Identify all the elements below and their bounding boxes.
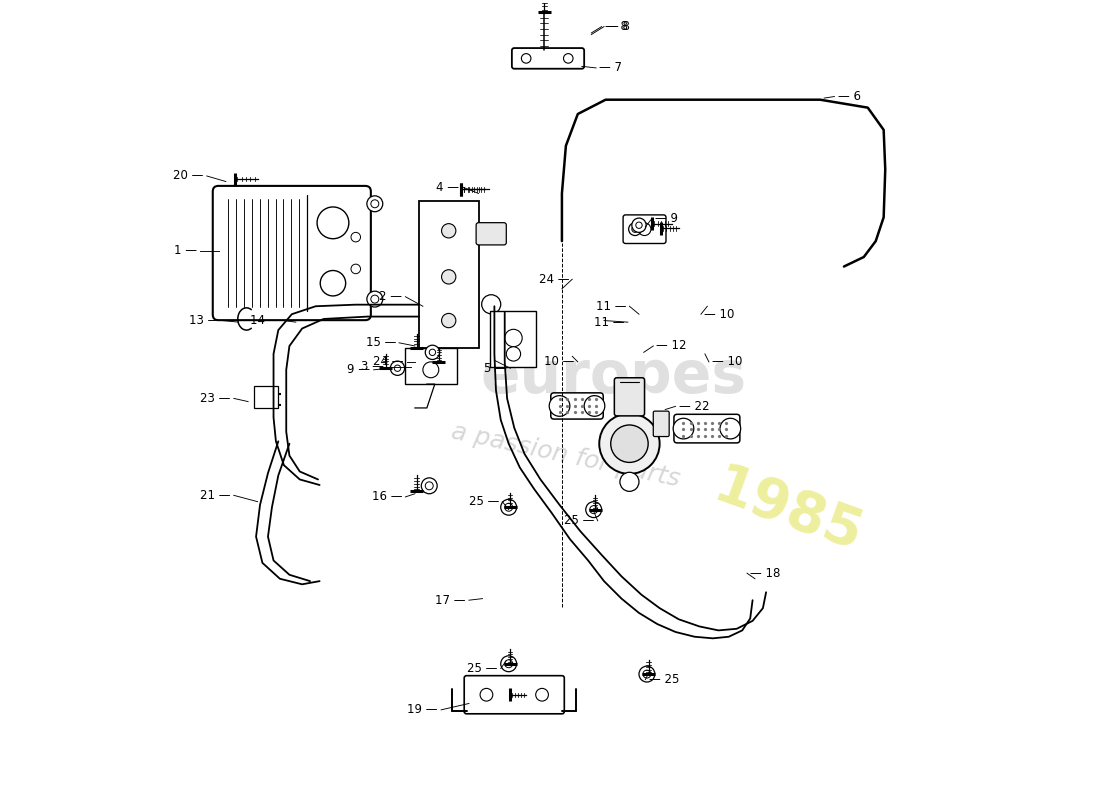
Text: 3 —: 3 — (361, 360, 384, 373)
Circle shape (351, 232, 361, 242)
Circle shape (638, 223, 651, 235)
Circle shape (390, 361, 405, 375)
Circle shape (317, 207, 349, 238)
Circle shape (320, 270, 345, 296)
Text: — 22: — 22 (679, 400, 710, 413)
Circle shape (422, 362, 439, 378)
Text: 13 —: 13 — (189, 314, 220, 327)
Circle shape (426, 482, 433, 490)
Circle shape (620, 472, 639, 491)
Circle shape (351, 264, 361, 274)
FancyBboxPatch shape (551, 393, 603, 419)
Circle shape (586, 502, 602, 518)
Text: 25 —: 25 — (469, 495, 499, 508)
Text: 24 —: 24 — (539, 273, 569, 286)
Circle shape (536, 688, 549, 701)
Circle shape (563, 54, 573, 63)
Circle shape (482, 294, 500, 314)
Text: — 9: — 9 (654, 212, 678, 226)
Text: a passion for parts: a passion for parts (449, 420, 682, 491)
Bar (491, 311, 537, 366)
Circle shape (441, 224, 455, 238)
Circle shape (584, 396, 605, 416)
Circle shape (371, 200, 378, 208)
Text: 21 —: 21 — (200, 489, 231, 502)
Text: 14 —: 14 — (250, 314, 280, 327)
Text: 24 —: 24 — (373, 355, 404, 368)
Bar (419, 202, 478, 348)
Text: — 6: — 6 (837, 90, 860, 103)
Text: — 8: — 8 (607, 20, 630, 33)
Circle shape (720, 418, 740, 439)
Circle shape (639, 666, 654, 682)
Text: 9 —: 9 — (348, 363, 371, 376)
Circle shape (642, 670, 651, 678)
Circle shape (480, 688, 493, 701)
Circle shape (505, 330, 522, 346)
Text: 11 —: 11 — (594, 316, 625, 329)
Text: 16 —: 16 — (372, 490, 403, 503)
Circle shape (426, 345, 440, 359)
Text: 1 —: 1 — (174, 244, 197, 257)
Circle shape (631, 226, 638, 232)
FancyBboxPatch shape (674, 414, 740, 443)
Text: — 10: — 10 (704, 308, 735, 321)
Text: 23 —: 23 — (200, 392, 231, 405)
FancyBboxPatch shape (212, 186, 371, 320)
Text: 5 —: 5 — (484, 362, 507, 374)
Text: — 12: — 12 (657, 339, 688, 353)
Bar (406, 348, 458, 384)
Text: 2 —: 2 — (379, 290, 403, 303)
Circle shape (441, 314, 455, 328)
Text: 19 —: 19 — (407, 703, 438, 716)
Circle shape (500, 656, 517, 672)
Bar (254, 386, 278, 408)
Circle shape (631, 218, 646, 232)
FancyBboxPatch shape (512, 48, 584, 69)
FancyBboxPatch shape (653, 411, 669, 437)
Circle shape (600, 414, 660, 474)
Text: — 10: — 10 (712, 355, 743, 368)
FancyBboxPatch shape (623, 215, 666, 243)
Circle shape (371, 295, 378, 303)
Circle shape (367, 196, 383, 212)
Circle shape (505, 503, 513, 511)
Circle shape (500, 499, 517, 515)
Circle shape (629, 223, 641, 235)
Circle shape (549, 396, 570, 416)
Text: 20 —: 20 — (173, 170, 204, 182)
FancyBboxPatch shape (614, 378, 645, 416)
FancyBboxPatch shape (476, 222, 506, 245)
Circle shape (610, 425, 648, 462)
Text: — 25: — 25 (649, 673, 679, 686)
Text: 15 —: 15 — (365, 336, 396, 350)
Circle shape (441, 270, 455, 284)
Text: — 18: — 18 (750, 566, 781, 580)
Text: — 7: — 7 (600, 62, 623, 74)
Circle shape (673, 418, 694, 439)
Circle shape (590, 506, 597, 514)
Circle shape (521, 54, 531, 63)
Text: 25 —: 25 — (468, 662, 497, 675)
Circle shape (636, 222, 642, 229)
Text: 17 —: 17 — (436, 594, 465, 606)
Text: europes: europes (481, 348, 747, 405)
Text: — 8: — 8 (605, 20, 628, 33)
Text: 1985: 1985 (706, 459, 870, 563)
FancyBboxPatch shape (464, 676, 564, 714)
Circle shape (429, 349, 436, 355)
Circle shape (367, 291, 383, 307)
Circle shape (394, 365, 400, 371)
Text: 25 —: 25 — (564, 514, 594, 527)
Text: 10 —: 10 — (544, 355, 574, 368)
Circle shape (505, 660, 513, 668)
Circle shape (506, 346, 520, 361)
Text: 4 —: 4 — (437, 181, 460, 194)
Circle shape (421, 478, 437, 494)
Text: 11 —: 11 — (596, 300, 626, 313)
